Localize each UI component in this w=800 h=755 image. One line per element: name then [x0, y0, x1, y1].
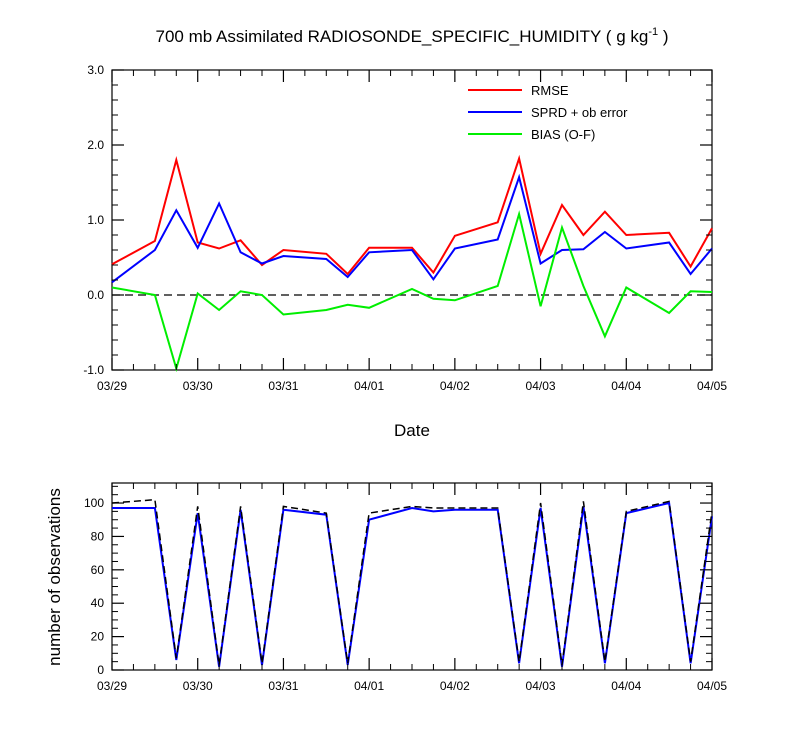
series-line-rmse: [111, 154, 713, 276]
bottom-plot-frame: [111, 482, 713, 671]
x-tick-label: 04/04: [611, 679, 641, 693]
series-line-bias-o-f: [111, 210, 713, 373]
y-tick-label: 100: [84, 496, 104, 510]
x-tick-label: 03/31: [268, 379, 298, 393]
y-tick-label: 0.0: [87, 288, 104, 302]
x-tick-label: 04/02: [440, 679, 470, 693]
legend-label-rmse: RMSE: [531, 83, 569, 98]
x-tick-label: 04/01: [354, 679, 384, 693]
series-line-sprd-ob-error: [111, 173, 713, 284]
y-tick-label: 3.0: [87, 63, 104, 77]
legend-label-bias: BIAS (O-F): [531, 127, 595, 142]
x-tick-label: 04/03: [526, 379, 556, 393]
y-tick-label: 1.0: [87, 213, 104, 227]
y-tick-label: 80: [91, 529, 105, 543]
x-tick-label: 03/30: [183, 379, 213, 393]
x-tick-label: 04/03: [526, 679, 556, 693]
x-tick-label: 04/05: [697, 379, 727, 393]
x-tick-label: 03/30: [183, 679, 213, 693]
bottom-y-axis-label: number of observations: [45, 488, 64, 666]
x-tick-label: 04/02: [440, 379, 470, 393]
x-tick-label: 03/29: [97, 379, 127, 393]
x-tick-label: 04/04: [611, 379, 641, 393]
y-tick-label: 20: [91, 630, 105, 644]
y-tick-label: 2.0: [87, 138, 104, 152]
x-tick-label: 04/01: [354, 379, 384, 393]
y-tick-label: -1.0: [83, 363, 104, 377]
x-tick-label: 03/29: [97, 679, 127, 693]
top-x-axis-label: Date: [394, 421, 430, 440]
y-tick-label: 0: [97, 663, 104, 677]
legend: RMSE SPRD + ob error BIAS (O-F): [468, 83, 628, 142]
x-tick-label: 04/05: [697, 679, 727, 693]
x-tick-label: 03/31: [268, 679, 298, 693]
legend-label-sprd: SPRD + ob error: [531, 105, 628, 120]
y-tick-label: 40: [91, 596, 105, 610]
y-tick-label: 60: [91, 563, 105, 577]
series-line-observations-used: [112, 501, 713, 667]
chart-title: 700 mb Assimilated RADIOSONDE_SPECIFIC_H…: [156, 26, 669, 46]
series-line-observations-total: [111, 498, 713, 666]
